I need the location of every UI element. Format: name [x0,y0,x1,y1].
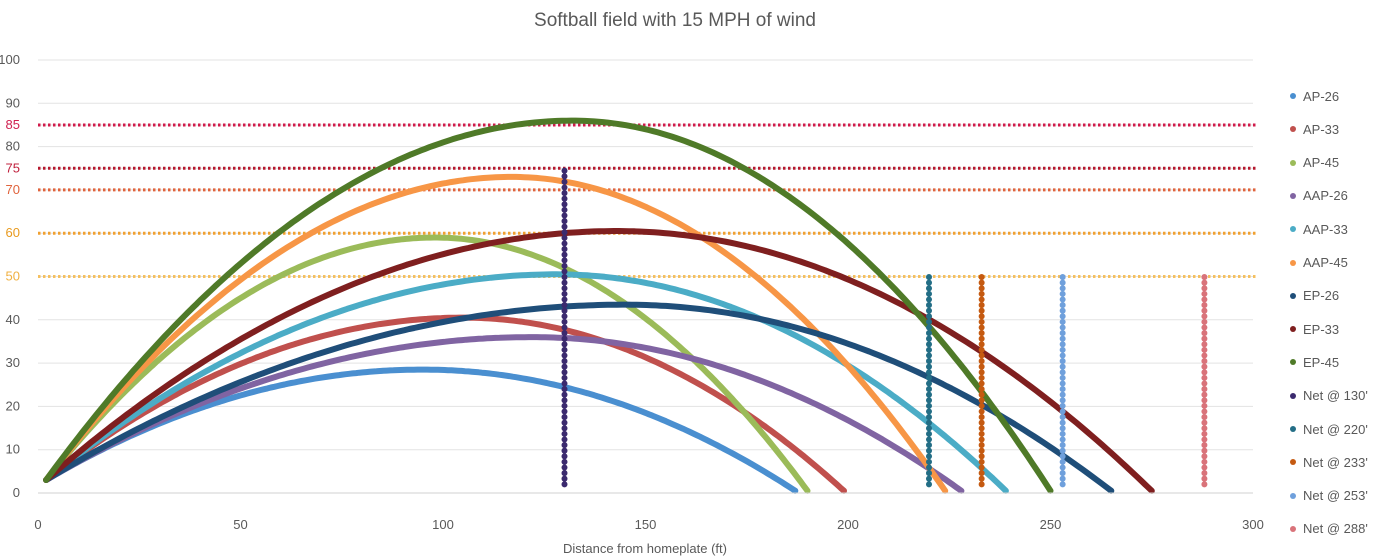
series-aap-26 [43,334,965,494]
series-aap-45 [43,173,949,494]
legend-marker [1290,126,1296,133]
legend-marker [1290,226,1296,233]
legend-label: AAP-26 [1303,188,1348,204]
series-layer [43,117,1208,494]
legend-item: AP-33 [1290,119,1339,139]
legend-item: Net @ 253' [1290,486,1368,506]
legend-item: AAP-26 [1290,186,1348,206]
legend-label: EP-45 [1303,354,1340,370]
y-tick-label: 70 [6,182,20,197]
legend-item: Net @ 220' [1290,419,1368,439]
legend-marker [1290,525,1296,532]
legend-item: AAP-33 [1290,219,1348,239]
y-tick-label: 40 [6,312,20,327]
y-tick-label: 50 [6,269,20,284]
legend-item: AP-26 [1290,86,1339,106]
legend-label: Net @ 288' [1303,521,1368,537]
y-tick-label: 20 [6,398,20,413]
legend-label: Net @ 253' [1303,488,1368,504]
chart-title: Softball field with 15 MPH of wind [534,10,816,31]
y-tick-label: 85 [6,117,20,132]
legend-item: Net @ 130' [1290,386,1368,406]
legend-label: Net @ 233' [1303,454,1368,470]
legend-marker [1290,292,1296,299]
legend-marker [1290,259,1296,266]
axes: 0 10 20 30 40 50 60 70 75 80 85 90 100 0 50 100 150 200 25… [0,52,1264,532]
legend-item: Net @ 233' [1290,452,1368,472]
legend-item: EP-33 [1290,319,1339,339]
y-tick-label: 90 [6,95,20,110]
x-tick-label: 250 [1040,517,1062,532]
legend-item: AP-45 [1290,153,1339,173]
legend-label: AAP-45 [1303,255,1348,270]
series-ep-45 [43,117,1054,494]
series-ep-26 [43,301,1115,494]
legend-marker [1290,492,1296,499]
legend-marker [1290,192,1296,199]
legend-label: AAP-33 [1303,221,1348,237]
x-tick-label: 50 [233,517,247,532]
legend-item: EP-26 [1290,286,1339,306]
x-tick-label: 300 [1242,517,1264,532]
series-ap-45 [43,234,811,494]
x-tick-label: 150 [635,517,657,532]
y-tick-label: 75 [6,160,20,175]
legend-label: EP-33 [1303,321,1340,337]
legend-label: AP-45 [1303,155,1340,171]
legend-item: AAP-45 [1290,253,1348,273]
x-tick-label: 100 [432,517,454,532]
legend-marker [1290,459,1296,466]
legend-label: AP-26 [1303,88,1340,104]
legend-item: EP-45 [1290,352,1339,372]
legend-label: AP-33 [1303,121,1340,137]
y-tick-label: 100 [0,52,20,67]
legend-marker [1290,159,1296,166]
legend-marker [1290,93,1296,99]
series-ep-33 [43,228,1155,494]
legend-label: EP-26 [1303,288,1340,304]
legend-marker [1290,392,1296,399]
x-axis-label: Distance from homeplate (ft) [563,541,727,556]
x-tick-label: 200 [837,517,859,532]
y-tick-label: 10 [6,442,20,457]
series-ap-33 [43,314,847,494]
legend-marker [1290,326,1296,333]
series-ap-26 [43,366,799,494]
y-tick-label: 0 [13,485,20,500]
reference-lines [38,123,1258,278]
y-tick-label: 30 [6,355,20,370]
legend-marker [1290,426,1296,432]
legend-label: Net @ 220' [1303,421,1368,437]
y-tick-label: 80 [6,139,20,154]
legend-item: Net @ 288' [1290,519,1368,539]
legend-label: Net @ 130' [1303,388,1368,404]
x-tick-label: 0 [34,517,41,532]
legend-marker [1290,359,1296,366]
y-tick-label: 60 [6,225,20,240]
